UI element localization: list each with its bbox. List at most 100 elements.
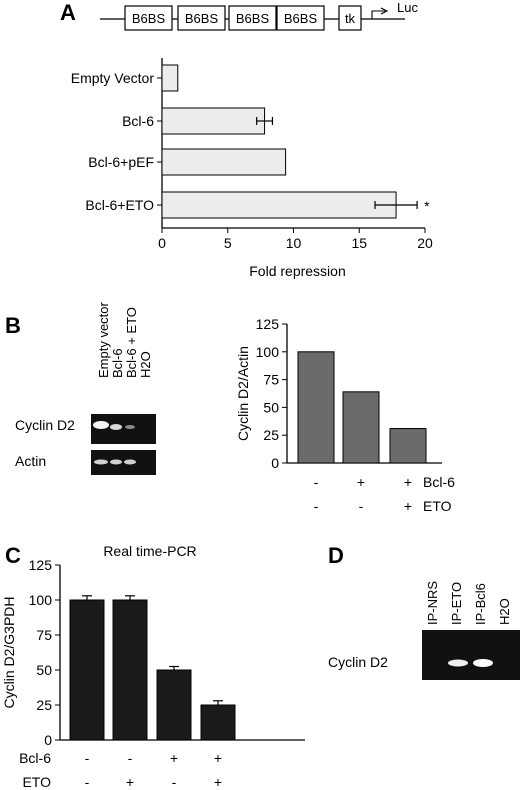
bar xyxy=(297,351,335,464)
b6bs-label-4: B6BS xyxy=(284,11,318,26)
significance-asterisk: * xyxy=(424,198,430,214)
construct-diagram: B6BS B6BS B6BS B6BS tk Luc xyxy=(100,0,418,31)
gel-d-lane-ip-eto: IP-ETO xyxy=(449,582,464,625)
bar xyxy=(161,64,179,92)
condition-sign: + xyxy=(214,774,222,790)
gel-b-row-actin: Actin xyxy=(15,453,46,469)
gel-b-lane-empty-vector: Empty vector xyxy=(96,301,111,378)
condition-sign: + xyxy=(126,774,134,790)
condition-label: ETO xyxy=(22,774,51,790)
gel-d-row-cyclin-d2: Cyclin D2 xyxy=(328,654,388,670)
tk-promoter-label: tk xyxy=(345,11,356,26)
gel-band xyxy=(110,459,122,465)
condition-sign: - xyxy=(128,750,133,766)
b6bs-box-2 xyxy=(177,5,226,31)
luc-reporter-label: Luc xyxy=(397,0,418,15)
condition-sign: - xyxy=(172,774,177,790)
condition-sign: + xyxy=(404,498,412,514)
y-axis-title: Cyclin D2/G3PDH xyxy=(1,596,17,708)
panel-c-label: C xyxy=(5,543,21,568)
condition-sign: + xyxy=(357,474,365,490)
category-label: Bcl-6+pEF xyxy=(88,154,154,170)
category-label: Bcl-6 xyxy=(122,113,154,129)
condition-sign: + xyxy=(214,750,222,766)
condition-sign: - xyxy=(85,774,90,790)
b6bs-label-1: B6BS xyxy=(132,11,166,26)
chart-c: 0 25 50 75 100 125 Bcl-6 - - + + ETO - + - + Cyclin D2/G… xyxy=(1,543,305,790)
bar xyxy=(200,704,236,741)
gel-d-lane-ip-nrs: IP-NRS xyxy=(425,581,440,625)
bar xyxy=(389,428,427,464)
condition-label: Bcl-6 xyxy=(423,474,455,490)
category-label: Empty Vector xyxy=(71,70,155,86)
x-tick-label: 5 xyxy=(224,235,232,251)
y-tick-label: 100 xyxy=(256,344,280,360)
bar xyxy=(342,391,380,464)
b6bs-box-3 xyxy=(228,5,277,31)
condition-sign: - xyxy=(359,498,364,514)
transcription-arrow-icon xyxy=(371,10,385,19)
condition-label: ETO xyxy=(423,498,452,514)
chart-b: 0 25 50 75 100 125 Bcl-6 - + + ETO - - + Cyclin D2/Act… xyxy=(235,316,455,514)
y-tick-label: 125 xyxy=(256,316,280,332)
panel-a-label: A xyxy=(60,0,76,25)
condition-sign: - xyxy=(314,474,319,490)
x-tick-label: 15 xyxy=(351,235,367,251)
bar xyxy=(112,599,148,741)
y-tick-label: 100 xyxy=(29,592,53,608)
bar xyxy=(156,669,192,741)
gel-b: Empty vector Bcl-6 Bcl-6 + ETO H2O Cycli… xyxy=(15,301,156,475)
b6bs-box-4 xyxy=(276,5,325,31)
y-tick-label: 50 xyxy=(36,662,52,678)
gel-b-lane-h2o: H2O xyxy=(138,351,153,378)
category-label: Bcl-6+ETO xyxy=(85,197,154,213)
bar xyxy=(161,191,397,219)
y-tick-label: 25 xyxy=(36,697,52,713)
gel-band xyxy=(94,459,108,465)
bar xyxy=(161,148,287,176)
gel-band xyxy=(125,425,135,429)
tk-promoter-box xyxy=(338,5,362,31)
y-tick-label: 125 xyxy=(29,557,53,573)
panel-d-label: D xyxy=(328,543,344,568)
y-tick-label: 75 xyxy=(36,627,52,643)
x-tick-label: 0 xyxy=(158,235,166,251)
bar xyxy=(161,107,266,135)
x-tick-label: 10 xyxy=(286,235,302,251)
panel-b-label: B xyxy=(5,313,21,338)
gel-d-image xyxy=(422,630,520,680)
chart-a: Empty Vector Bcl-6 Bcl-6+pEF Bcl-6+ETO * 0 5 10… xyxy=(71,58,433,279)
x-axis-title: Fold repression xyxy=(249,263,346,279)
gel-b-row-cyclin-d2: Cyclin D2 xyxy=(15,417,75,433)
condition-sign: + xyxy=(170,750,178,766)
gel-band xyxy=(110,424,122,430)
y-tick-label: 25 xyxy=(263,427,279,443)
condition-label: Bcl-6 xyxy=(19,750,51,766)
y-axis-title: Cyclin D2/Actin xyxy=(235,346,251,441)
y-tick-label: 50 xyxy=(263,399,279,415)
y-tick-label: 0 xyxy=(44,732,52,748)
condition-sign: - xyxy=(85,750,90,766)
y-tick-label: 0 xyxy=(271,455,279,471)
b6bs-label-3: B6BS xyxy=(236,11,270,26)
gel-d: IP-NRS IP-ETO IP-Bcl6 H2O Cyclin D2 xyxy=(328,581,520,680)
bar xyxy=(69,599,105,741)
gel-d-lane-ip-bcl6: IP-Bcl6 xyxy=(473,583,488,625)
gel-d-lane-h2o: H2O xyxy=(497,598,512,625)
gel-band xyxy=(124,459,136,465)
transcription-arrowhead-icon xyxy=(380,7,389,15)
gel-b-cyclin-d2-image xyxy=(91,414,156,444)
b6bs-box-1 xyxy=(124,5,173,31)
gel-b-lane-bcl6-eto: Bcl-6 + ETO xyxy=(124,307,139,378)
x-tick-label: 20 xyxy=(417,235,433,251)
gel-b-lane-bcl6: Bcl-6 xyxy=(110,348,125,378)
b6bs-label-2: B6BS xyxy=(185,11,219,26)
y-tick-label: 75 xyxy=(263,372,279,388)
chart-title: Real time-PCR xyxy=(103,543,196,559)
condition-sign: + xyxy=(404,474,412,490)
gel-band xyxy=(448,659,468,667)
gel-band xyxy=(93,421,109,429)
gel-band xyxy=(473,659,493,667)
condition-sign: - xyxy=(314,498,319,514)
